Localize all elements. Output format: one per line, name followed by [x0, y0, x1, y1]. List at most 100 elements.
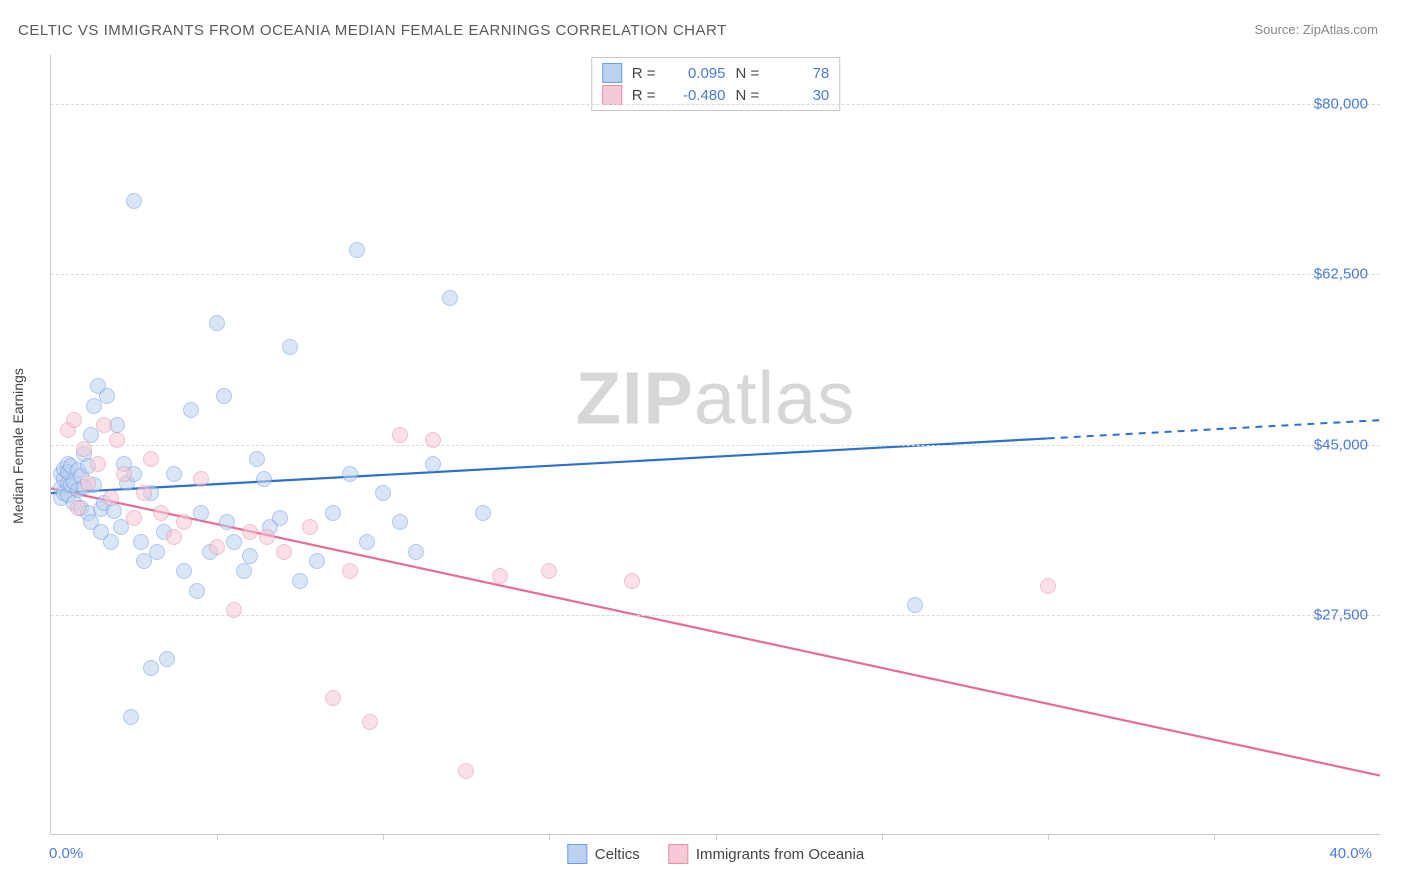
x-tick: [1048, 834, 1049, 840]
watermark-zip: ZIP: [576, 356, 694, 439]
bottom-swatch-celtics: [567, 844, 587, 864]
data-point: [189, 583, 205, 599]
watermark-atlas: atlas: [694, 356, 855, 439]
data-point: [96, 417, 112, 433]
data-point: [907, 597, 923, 613]
x-tick: [217, 834, 218, 840]
data-point: [159, 651, 175, 667]
data-point: [624, 573, 640, 589]
n-value-0: 78: [769, 65, 829, 82]
data-point: [176, 514, 192, 530]
data-point: [236, 563, 252, 579]
data-point: [133, 534, 149, 550]
scatter-plot-area: ZIPatlas R = 0.095 N = 78 R = -0.480 N =…: [50, 55, 1380, 835]
data-point: [143, 660, 159, 676]
data-point: [292, 573, 308, 589]
data-point: [256, 471, 272, 487]
data-point: [176, 563, 192, 579]
data-point: [116, 466, 132, 482]
data-point: [375, 485, 391, 501]
data-point: [209, 315, 225, 331]
data-point: [259, 529, 275, 545]
data-point: [349, 242, 365, 258]
y-axis-title: Median Female Earnings: [10, 368, 26, 524]
data-point: [249, 451, 265, 467]
data-point: [193, 505, 209, 521]
x-tick: [383, 834, 384, 840]
r-label: R =: [632, 87, 656, 104]
watermark: ZIPatlas: [576, 355, 855, 440]
data-point: [226, 602, 242, 618]
data-point: [166, 466, 182, 482]
n-label: N =: [736, 87, 760, 104]
n-value-1: 30: [769, 87, 829, 104]
data-point: [342, 466, 358, 482]
bottom-legend-item-oceania: Immigrants from Oceania: [668, 844, 864, 864]
gridline: [51, 274, 1380, 275]
data-point: [458, 763, 474, 779]
data-point: [123, 709, 139, 725]
data-point: [99, 388, 115, 404]
r-value-1: -0.480: [666, 87, 726, 104]
bottom-legend-item-celtics: Celtics: [567, 844, 640, 864]
data-point: [149, 544, 165, 560]
bottom-label-celtics: Celtics: [595, 846, 640, 863]
data-point: [226, 534, 242, 550]
data-point: [392, 514, 408, 530]
data-point: [66, 412, 82, 428]
data-point: [1040, 578, 1056, 594]
data-point: [126, 510, 142, 526]
x-axis-min-label: 0.0%: [49, 845, 83, 862]
data-point: [541, 563, 557, 579]
source-attribution: Source: ZipAtlas.com: [1254, 22, 1378, 37]
data-point: [359, 534, 375, 550]
x-tick: [716, 834, 717, 840]
data-point: [136, 485, 152, 501]
data-point: [109, 432, 125, 448]
data-point: [216, 388, 232, 404]
data-point: [193, 471, 209, 487]
data-point: [143, 451, 159, 467]
data-point: [219, 514, 235, 530]
data-point: [242, 548, 258, 564]
data-point: [103, 534, 119, 550]
data-point: [475, 505, 491, 521]
data-point: [276, 544, 292, 560]
data-point: [282, 339, 298, 355]
bottom-label-oceania: Immigrants from Oceania: [696, 846, 864, 863]
legend-swatch-oceania: [602, 85, 622, 105]
chart-title: CELTIC VS IMMIGRANTS FROM OCEANIA MEDIAN…: [18, 22, 727, 39]
data-point: [342, 563, 358, 579]
r-label: R =: [632, 65, 656, 82]
data-point: [272, 510, 288, 526]
data-point: [425, 432, 441, 448]
data-point: [362, 714, 378, 730]
x-tick: [549, 834, 550, 840]
y-tick-label: $80,000: [1314, 95, 1368, 112]
stats-row-series-0: R = 0.095 N = 78: [602, 62, 830, 84]
n-label: N =: [736, 65, 760, 82]
gridline: [51, 615, 1380, 616]
data-point: [153, 505, 169, 521]
source-link[interactable]: ZipAtlas.com: [1303, 22, 1378, 37]
legend-swatch-celtics: [602, 63, 622, 83]
data-point: [425, 456, 441, 472]
data-point: [302, 519, 318, 535]
data-point: [325, 690, 341, 706]
data-point: [76, 441, 92, 457]
stats-row-series-1: R = -0.480 N = 30: [602, 84, 830, 106]
data-point: [492, 568, 508, 584]
data-point: [392, 427, 408, 443]
x-tick: [882, 834, 883, 840]
r-value-0: 0.095: [666, 65, 726, 82]
data-point: [209, 539, 225, 555]
x-tick: [1214, 834, 1215, 840]
bottom-legend: Celtics Immigrants from Oceania: [567, 844, 864, 864]
gridline: [51, 445, 1380, 446]
y-tick-label: $62,500: [1314, 266, 1368, 283]
data-point: [325, 505, 341, 521]
data-point: [166, 529, 182, 545]
data-point: [103, 490, 119, 506]
data-point: [183, 402, 199, 418]
gridline: [51, 104, 1380, 105]
